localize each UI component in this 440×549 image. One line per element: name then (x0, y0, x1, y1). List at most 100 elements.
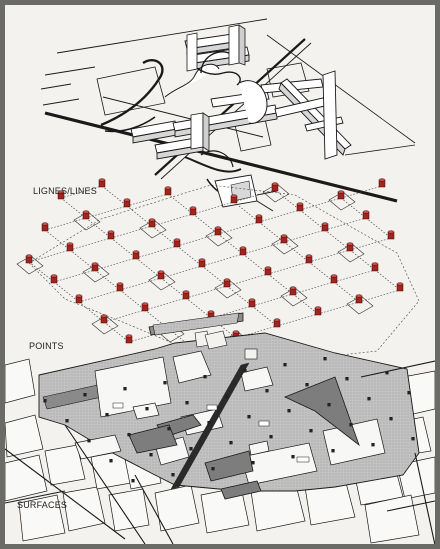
grid-line (317, 301, 360, 315)
folie-point (239, 246, 247, 256)
surface-folie-marker (283, 363, 287, 367)
folie-point (189, 206, 197, 216)
grid-line (103, 309, 146, 323)
grid-line (78, 301, 105, 323)
grid-line (94, 257, 137, 271)
surface-folie-marker (229, 441, 233, 445)
grid-line (94, 269, 121, 291)
grid-line (258, 221, 285, 243)
folie-point (255, 214, 263, 224)
folie-point (378, 178, 386, 188)
folie-point (100, 314, 108, 324)
folie-point (396, 282, 404, 292)
grid-line (340, 197, 367, 219)
folie-point (387, 230, 395, 240)
grid-line (226, 285, 253, 307)
folie-point (157, 270, 165, 280)
grid-line (242, 253, 269, 275)
surface-folie-marker (207, 421, 211, 425)
folie-point (296, 202, 304, 212)
folie-point (230, 194, 238, 204)
grid-line (217, 233, 244, 255)
surface-folie-marker (131, 479, 135, 483)
surface-folie-marker (247, 415, 251, 419)
points-grid-layer (16, 178, 420, 360)
surface-folie-marker (83, 393, 87, 397)
surface-folie-marker (211, 467, 215, 471)
surface-folie-marker (367, 397, 371, 401)
lines-layer (40, 18, 416, 212)
grid-line (160, 265, 203, 279)
surface-folie-marker (323, 357, 327, 361)
grid-line (233, 201, 260, 223)
grid-line (333, 281, 360, 303)
grid-line (44, 229, 71, 251)
folie-point (273, 318, 281, 328)
grid-line (192, 213, 219, 235)
surface-folie-marker (87, 439, 91, 443)
surface-folie-marker (251, 461, 255, 465)
folie-point (57, 190, 65, 200)
grid-line (251, 305, 278, 327)
folie-point (198, 258, 206, 268)
grid-line (85, 217, 112, 239)
folie-point (107, 230, 115, 240)
grid-line (274, 189, 301, 211)
grid-line (365, 217, 392, 239)
folie-point (82, 210, 90, 220)
surface-folie-marker (189, 447, 193, 451)
points-pieces (148, 312, 258, 360)
surface-folie-marker (243, 369, 247, 373)
grid-line (242, 241, 285, 255)
grid-line (176, 233, 219, 247)
grid-line (308, 249, 351, 263)
folie-point (164, 186, 172, 196)
grid-perimeter (28, 184, 420, 360)
folie-point (41, 222, 49, 232)
grid-line (103, 321, 130, 343)
surface-folie-marker (371, 443, 375, 447)
surface-folie-marker (389, 417, 393, 421)
grid-line (110, 237, 137, 259)
grid-line (60, 185, 103, 199)
surface-folie-marker (265, 389, 269, 393)
grid-line (126, 205, 153, 227)
surface-folie-marker (127, 433, 131, 437)
grid-line (185, 285, 228, 299)
grid-line (258, 209, 301, 223)
surface-folie-marker (171, 473, 175, 477)
grid-line (126, 193, 169, 207)
grid-line (53, 269, 96, 283)
grid-line (44, 217, 87, 231)
folie-point (305, 254, 313, 264)
folie-point (214, 226, 222, 236)
grid-line (292, 293, 319, 315)
surface-folie-marker (331, 449, 335, 453)
folie-point (248, 298, 256, 308)
surface-folie-marker (385, 371, 389, 375)
grid-line (283, 229, 326, 243)
grid-line (201, 265, 228, 287)
grid-line (101, 185, 128, 207)
surface-folie-marker (407, 391, 411, 395)
surfaces-layer (5, 332, 435, 544)
grid-line (135, 257, 162, 279)
grid-line (374, 269, 401, 291)
grid-line (324, 217, 367, 231)
folie-point (141, 302, 149, 312)
grid-line (299, 209, 326, 231)
surface-folie-marker (309, 429, 313, 433)
grid-line (167, 193, 194, 215)
folie-point (337, 190, 345, 200)
grid-line (151, 225, 178, 247)
grid-line (60, 197, 87, 219)
lines-layer-label: LIGNES/LINES (33, 186, 97, 196)
surface-folie-marker (167, 427, 171, 431)
grid-line (226, 273, 269, 287)
folie-point (289, 286, 297, 296)
surface-folie-marker (203, 375, 207, 379)
folie-point (66, 242, 74, 252)
folie-point (371, 262, 379, 272)
folie-point (362, 210, 370, 220)
surface-folie-marker (123, 387, 127, 391)
